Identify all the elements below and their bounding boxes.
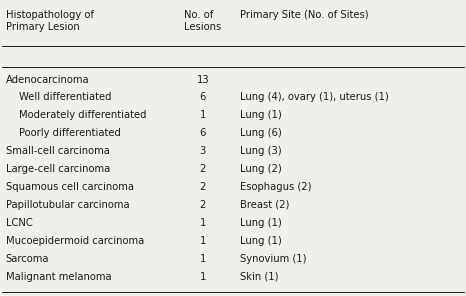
Text: 1: 1 [199,218,206,228]
Text: Lung (1): Lung (1) [240,218,282,228]
Text: Esophagus (2): Esophagus (2) [240,182,311,192]
Text: 2: 2 [199,200,206,210]
Text: Primary Site (No. of Sites): Primary Site (No. of Sites) [240,10,369,20]
Text: Skin (1): Skin (1) [240,272,279,281]
Text: 1: 1 [199,272,206,281]
Text: Squamous cell carcinoma: Squamous cell carcinoma [6,182,134,192]
Text: Mucoepidermoid carcinoma: Mucoepidermoid carcinoma [6,236,144,246]
Text: Lung (3): Lung (3) [240,146,281,156]
Text: Synovium (1): Synovium (1) [240,254,307,264]
Text: Histopathology of
Primary Lesion: Histopathology of Primary Lesion [6,10,94,32]
Text: LCNC: LCNC [6,218,32,228]
Text: Moderately differentiated: Moderately differentiated [19,110,146,120]
Text: 1: 1 [199,110,206,120]
Text: Breast (2): Breast (2) [240,200,289,210]
Text: 1: 1 [199,236,206,246]
Text: 2: 2 [199,182,206,192]
Text: 13: 13 [196,75,209,85]
Text: Papillotubular carcinoma: Papillotubular carcinoma [6,200,129,210]
Text: Large-cell carcinoma: Large-cell carcinoma [6,164,110,174]
Text: Small-cell carcinoma: Small-cell carcinoma [6,146,110,156]
Text: 6: 6 [199,92,206,102]
Text: 6: 6 [199,128,206,138]
Text: Sarcoma: Sarcoma [6,254,49,264]
Text: No. of
Lesions: No. of Lesions [184,10,221,32]
Text: 2: 2 [199,164,206,174]
Text: Adenocarcinoma: Adenocarcinoma [6,75,89,85]
Text: Lung (6): Lung (6) [240,128,282,138]
Text: Lung (4), ovary (1), uterus (1): Lung (4), ovary (1), uterus (1) [240,92,389,102]
Text: Malignant melanoma: Malignant melanoma [6,272,111,281]
Text: Well differentiated: Well differentiated [19,92,111,102]
Text: 3: 3 [199,146,206,156]
Text: Lung (1): Lung (1) [240,110,282,120]
Text: Lung (2): Lung (2) [240,164,282,174]
Text: 1: 1 [199,254,206,264]
Text: Poorly differentiated: Poorly differentiated [19,128,121,138]
Text: Lung (1): Lung (1) [240,236,282,246]
